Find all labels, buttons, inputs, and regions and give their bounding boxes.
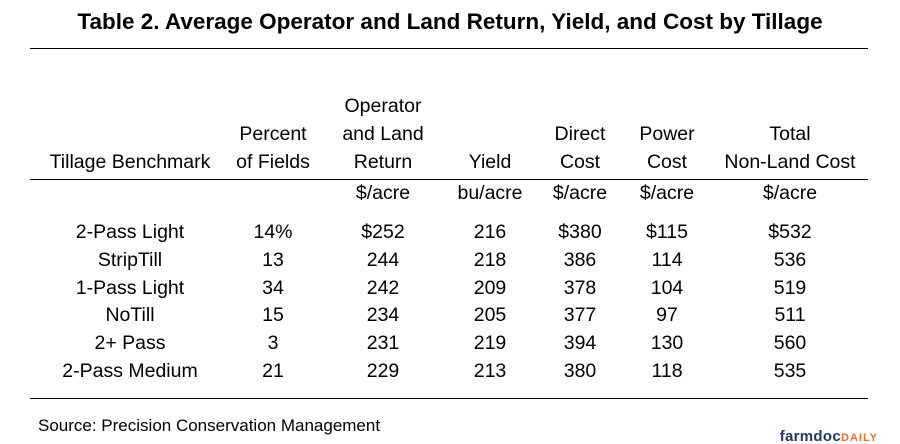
cell-yield: 216 bbox=[473, 221, 507, 243]
header-tillage-benchmark: Tillage Benchmark bbox=[49, 151, 211, 173]
cell-power-cost: 130 bbox=[650, 332, 684, 354]
cell-total-cost: 535 bbox=[773, 360, 807, 382]
header-total-non-land-cost: Total Non-Land Cost bbox=[724, 123, 856, 173]
table-row: 2-Pass Light 14% $252 216 $380 $115 $532 bbox=[0, 218, 900, 246]
cell-yield: 205 bbox=[473, 304, 507, 326]
cell-total-cost: $532 bbox=[768, 221, 812, 243]
cell-return: 242 bbox=[366, 277, 400, 299]
logo-text-daily: DAILY bbox=[841, 432, 878, 444]
cell-benchmark: NoTill bbox=[105, 304, 155, 326]
table-row: 2-Pass Medium 21 229 213 380 118 535 bbox=[0, 357, 900, 385]
cell-return: 234 bbox=[366, 304, 400, 326]
header-rule bbox=[30, 179, 868, 180]
unit-power-cost: $/acre bbox=[639, 182, 695, 204]
cell-total-cost: 560 bbox=[773, 332, 807, 354]
unit-direct-cost: $/acre bbox=[552, 182, 608, 204]
cell-direct-cost: 394 bbox=[563, 332, 597, 354]
table-row: StripTill 13 244 218 386 114 536 bbox=[0, 246, 900, 274]
cell-direct-cost: 386 bbox=[563, 249, 597, 271]
cell-return: 231 bbox=[366, 332, 400, 354]
cell-power-cost: 104 bbox=[650, 277, 684, 299]
top-rule bbox=[30, 48, 868, 49]
header-operator-land-return: Operator and Land Return bbox=[342, 95, 424, 173]
header-direct-cost: Direct Cost bbox=[554, 123, 606, 173]
cell-direct-cost: 377 bbox=[563, 304, 597, 326]
unit-yield: bu/acre bbox=[457, 182, 523, 204]
unit-total-non-land-cost: $/acre bbox=[762, 182, 818, 204]
cell-power-cost: $115 bbox=[646, 221, 688, 243]
bottom-rule bbox=[30, 398, 868, 399]
cell-percent: 34 bbox=[262, 277, 284, 299]
table-row: 2+ Pass 3 231 219 394 130 560 bbox=[0, 329, 900, 357]
cell-percent: 14% bbox=[253, 221, 293, 243]
cell-benchmark: 2-Pass Medium bbox=[62, 360, 198, 382]
cell-total-cost: 511 bbox=[774, 304, 806, 326]
cell-total-cost: 519 bbox=[773, 277, 807, 299]
cell-benchmark: 1-Pass Light bbox=[75, 277, 185, 299]
cell-power-cost: 114 bbox=[651, 249, 683, 271]
cell-direct-cost: $380 bbox=[558, 221, 602, 243]
table-row: 1-Pass Light 34 242 209 378 104 519 bbox=[0, 274, 900, 302]
cell-percent: 15 bbox=[262, 304, 284, 326]
cell-power-cost: 97 bbox=[656, 304, 678, 326]
logo-text-farmdoc: farmdoc bbox=[779, 428, 841, 444]
cell-power-cost: 118 bbox=[651, 360, 683, 382]
table-row: NoTill 15 234 205 377 97 511 bbox=[0, 301, 900, 329]
table-title: Table 2. Average Operator and Land Retur… bbox=[77, 9, 823, 34]
cell-percent: 3 bbox=[267, 332, 279, 354]
cell-direct-cost: 378 bbox=[563, 277, 597, 299]
cell-yield: 213 bbox=[473, 360, 507, 382]
header-percent-of-fields: Percent of Fields bbox=[236, 123, 310, 173]
header-yield: Yield bbox=[468, 151, 512, 173]
farmdoc-daily-logo: farmdocDAILY bbox=[780, 428, 878, 444]
cell-direct-cost: 380 bbox=[563, 360, 597, 382]
cell-benchmark: 2-Pass Light bbox=[75, 221, 185, 243]
cell-total-cost: 536 bbox=[773, 249, 807, 271]
header-power-cost: Power Cost bbox=[639, 123, 695, 173]
cell-yield: 219 bbox=[473, 332, 507, 354]
unit-operator-land-return: $/acre bbox=[355, 182, 411, 204]
cell-percent: 21 bbox=[262, 360, 284, 382]
cell-benchmark: 2+ Pass bbox=[94, 332, 166, 354]
cell-benchmark: StripTill bbox=[97, 249, 163, 271]
cell-return: 229 bbox=[366, 360, 400, 382]
source-note: Source: Precision Conservation Managemen… bbox=[38, 416, 381, 435]
cell-yield: 218 bbox=[473, 249, 507, 271]
cell-percent: 13 bbox=[262, 249, 284, 271]
cell-yield: 209 bbox=[473, 277, 507, 299]
cell-return: 244 bbox=[366, 249, 400, 271]
cell-return: $252 bbox=[361, 221, 405, 243]
